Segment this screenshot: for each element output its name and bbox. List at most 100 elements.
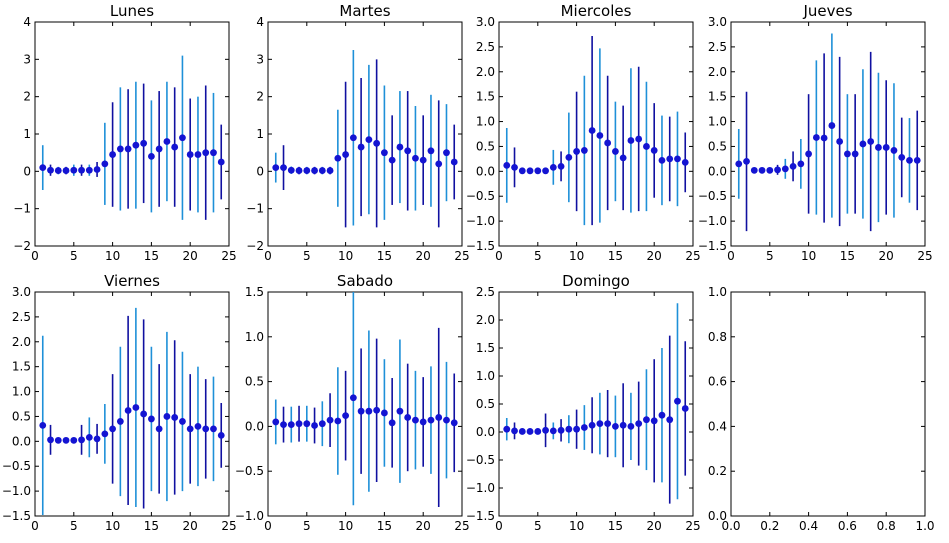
data-point	[217, 158, 225, 166]
y-tick-label: 0.5	[245, 375, 264, 389]
x-tick-label: 0	[264, 249, 272, 263]
x-tick-label: 0.0	[721, 519, 740, 533]
data-point	[518, 167, 526, 175]
y-tick-label: 3	[256, 52, 264, 66]
data-point	[619, 421, 627, 429]
y-tick-label: −1.0	[235, 509, 264, 523]
subplot-title: Martes	[339, 2, 390, 20]
data-point	[658, 411, 666, 419]
data-point	[450, 158, 458, 166]
data-point	[217, 431, 225, 439]
axes-frame	[498, 291, 694, 517]
y-tick-label: −0.5	[698, 189, 727, 203]
data-point	[373, 139, 381, 147]
data-point	[365, 407, 373, 415]
data-point	[39, 164, 47, 172]
x-tick-label: 5	[534, 519, 542, 533]
subplot-5: Viernes 0 5 10 15 20 25 −1.5 −1.0 −0.5 0.0 0.5 1.0 1.…	[2, 272, 237, 533]
x-tick-label: 15	[840, 249, 855, 263]
y-tick-label: 1.0	[708, 285, 727, 299]
y-tick-label: 2.5	[12, 310, 31, 324]
y-tick-label: 1.0	[476, 369, 495, 383]
x-tick-label: 10	[569, 519, 584, 533]
y-tick-label: −1	[246, 202, 264, 216]
data-point	[39, 422, 47, 429]
data-point	[573, 425, 580, 433]
data-point	[511, 427, 518, 435]
x-tick-label: 10	[338, 519, 353, 533]
x-tick-label: 15	[608, 249, 623, 263]
data-point	[890, 147, 898, 154]
data-point	[326, 167, 334, 174]
x-tick-label: 15	[608, 519, 623, 533]
subplot-title: Miercoles	[561, 2, 632, 20]
y-tick-label: −1.0	[698, 214, 727, 228]
data-point	[412, 416, 419, 424]
x-tick-label: 0	[495, 519, 503, 533]
data-point	[412, 154, 419, 162]
data-point	[851, 150, 859, 158]
data-point	[311, 167, 318, 174]
data-point	[805, 150, 812, 158]
y-tick-label: 0.5	[708, 139, 727, 153]
subplot-title: Domingo	[562, 272, 630, 290]
data-point	[643, 143, 650, 150]
y-tick-label: 2.0	[476, 313, 495, 327]
data-point	[612, 148, 619, 155]
data-point	[101, 430, 109, 438]
data-point	[681, 158, 689, 166]
y-tick-label: 0.5	[12, 409, 31, 423]
data-point	[511, 163, 518, 171]
x-tick-label: 0	[264, 519, 272, 533]
data-point	[503, 161, 511, 169]
data-point	[774, 166, 781, 174]
subplot-title: Sabado	[337, 272, 393, 290]
data-point	[140, 410, 148, 418]
data-point	[210, 149, 217, 157]
data-point	[194, 423, 202, 430]
data-point	[186, 425, 194, 433]
data-point	[311, 422, 318, 429]
y-tick-label: 0	[23, 164, 31, 178]
data-point	[132, 141, 140, 149]
y-tick-label: 2.0	[476, 65, 495, 79]
x-tick-label: 10	[801, 249, 816, 263]
data-point	[334, 417, 342, 425]
data-point	[202, 425, 210, 433]
data-point	[148, 153, 155, 160]
x-tick-label: 5	[766, 249, 774, 263]
x-tick-label: 25	[685, 519, 700, 533]
x-tick-label: 15	[377, 249, 392, 263]
y-tick-label: 3.0	[708, 15, 727, 29]
y-tick-label: −0.5	[235, 464, 264, 478]
x-tick-label: 20	[183, 519, 198, 533]
axes-frame	[498, 21, 694, 247]
data-point	[604, 420, 612, 427]
y-tick-label: −2	[246, 239, 264, 253]
subplot-7: Domingo 0 5 10 15 20 25 −1.5 −1.0 −0.5 0.0 0.5 1.0 1.…	[466, 272, 701, 533]
y-tick-label: −0.5	[2, 459, 31, 473]
x-tick-label: 10	[338, 249, 353, 263]
data-point	[766, 166, 774, 174]
data-point	[549, 163, 557, 171]
data-point	[357, 407, 365, 415]
data-point	[132, 404, 140, 411]
data-point	[557, 426, 565, 434]
subplot-8: 0.0 0.2 0.4 0.6 0.8 1.0 0.0 0.2 0.4 0.6 0.8 1.0	[708, 285, 935, 533]
x-tick-label: 25	[221, 519, 236, 533]
data-point	[349, 394, 357, 402]
y-tick-label: −1.0	[466, 214, 495, 228]
data-point	[635, 135, 643, 143]
x-tick-label: 10	[105, 519, 120, 533]
y-tick-label: −1.0	[466, 481, 495, 495]
data-point	[681, 405, 689, 412]
axes-frame	[730, 21, 926, 247]
data-point	[163, 413, 171, 420]
data-point	[124, 145, 132, 153]
y-tick-label: 2.5	[476, 40, 495, 54]
data-point	[47, 166, 54, 174]
y-tick-label: −1	[13, 202, 31, 216]
y-tick-label: −1.0	[2, 484, 31, 498]
x-tick-label: 20	[879, 249, 894, 263]
y-tick-label: 1.5	[245, 285, 264, 299]
